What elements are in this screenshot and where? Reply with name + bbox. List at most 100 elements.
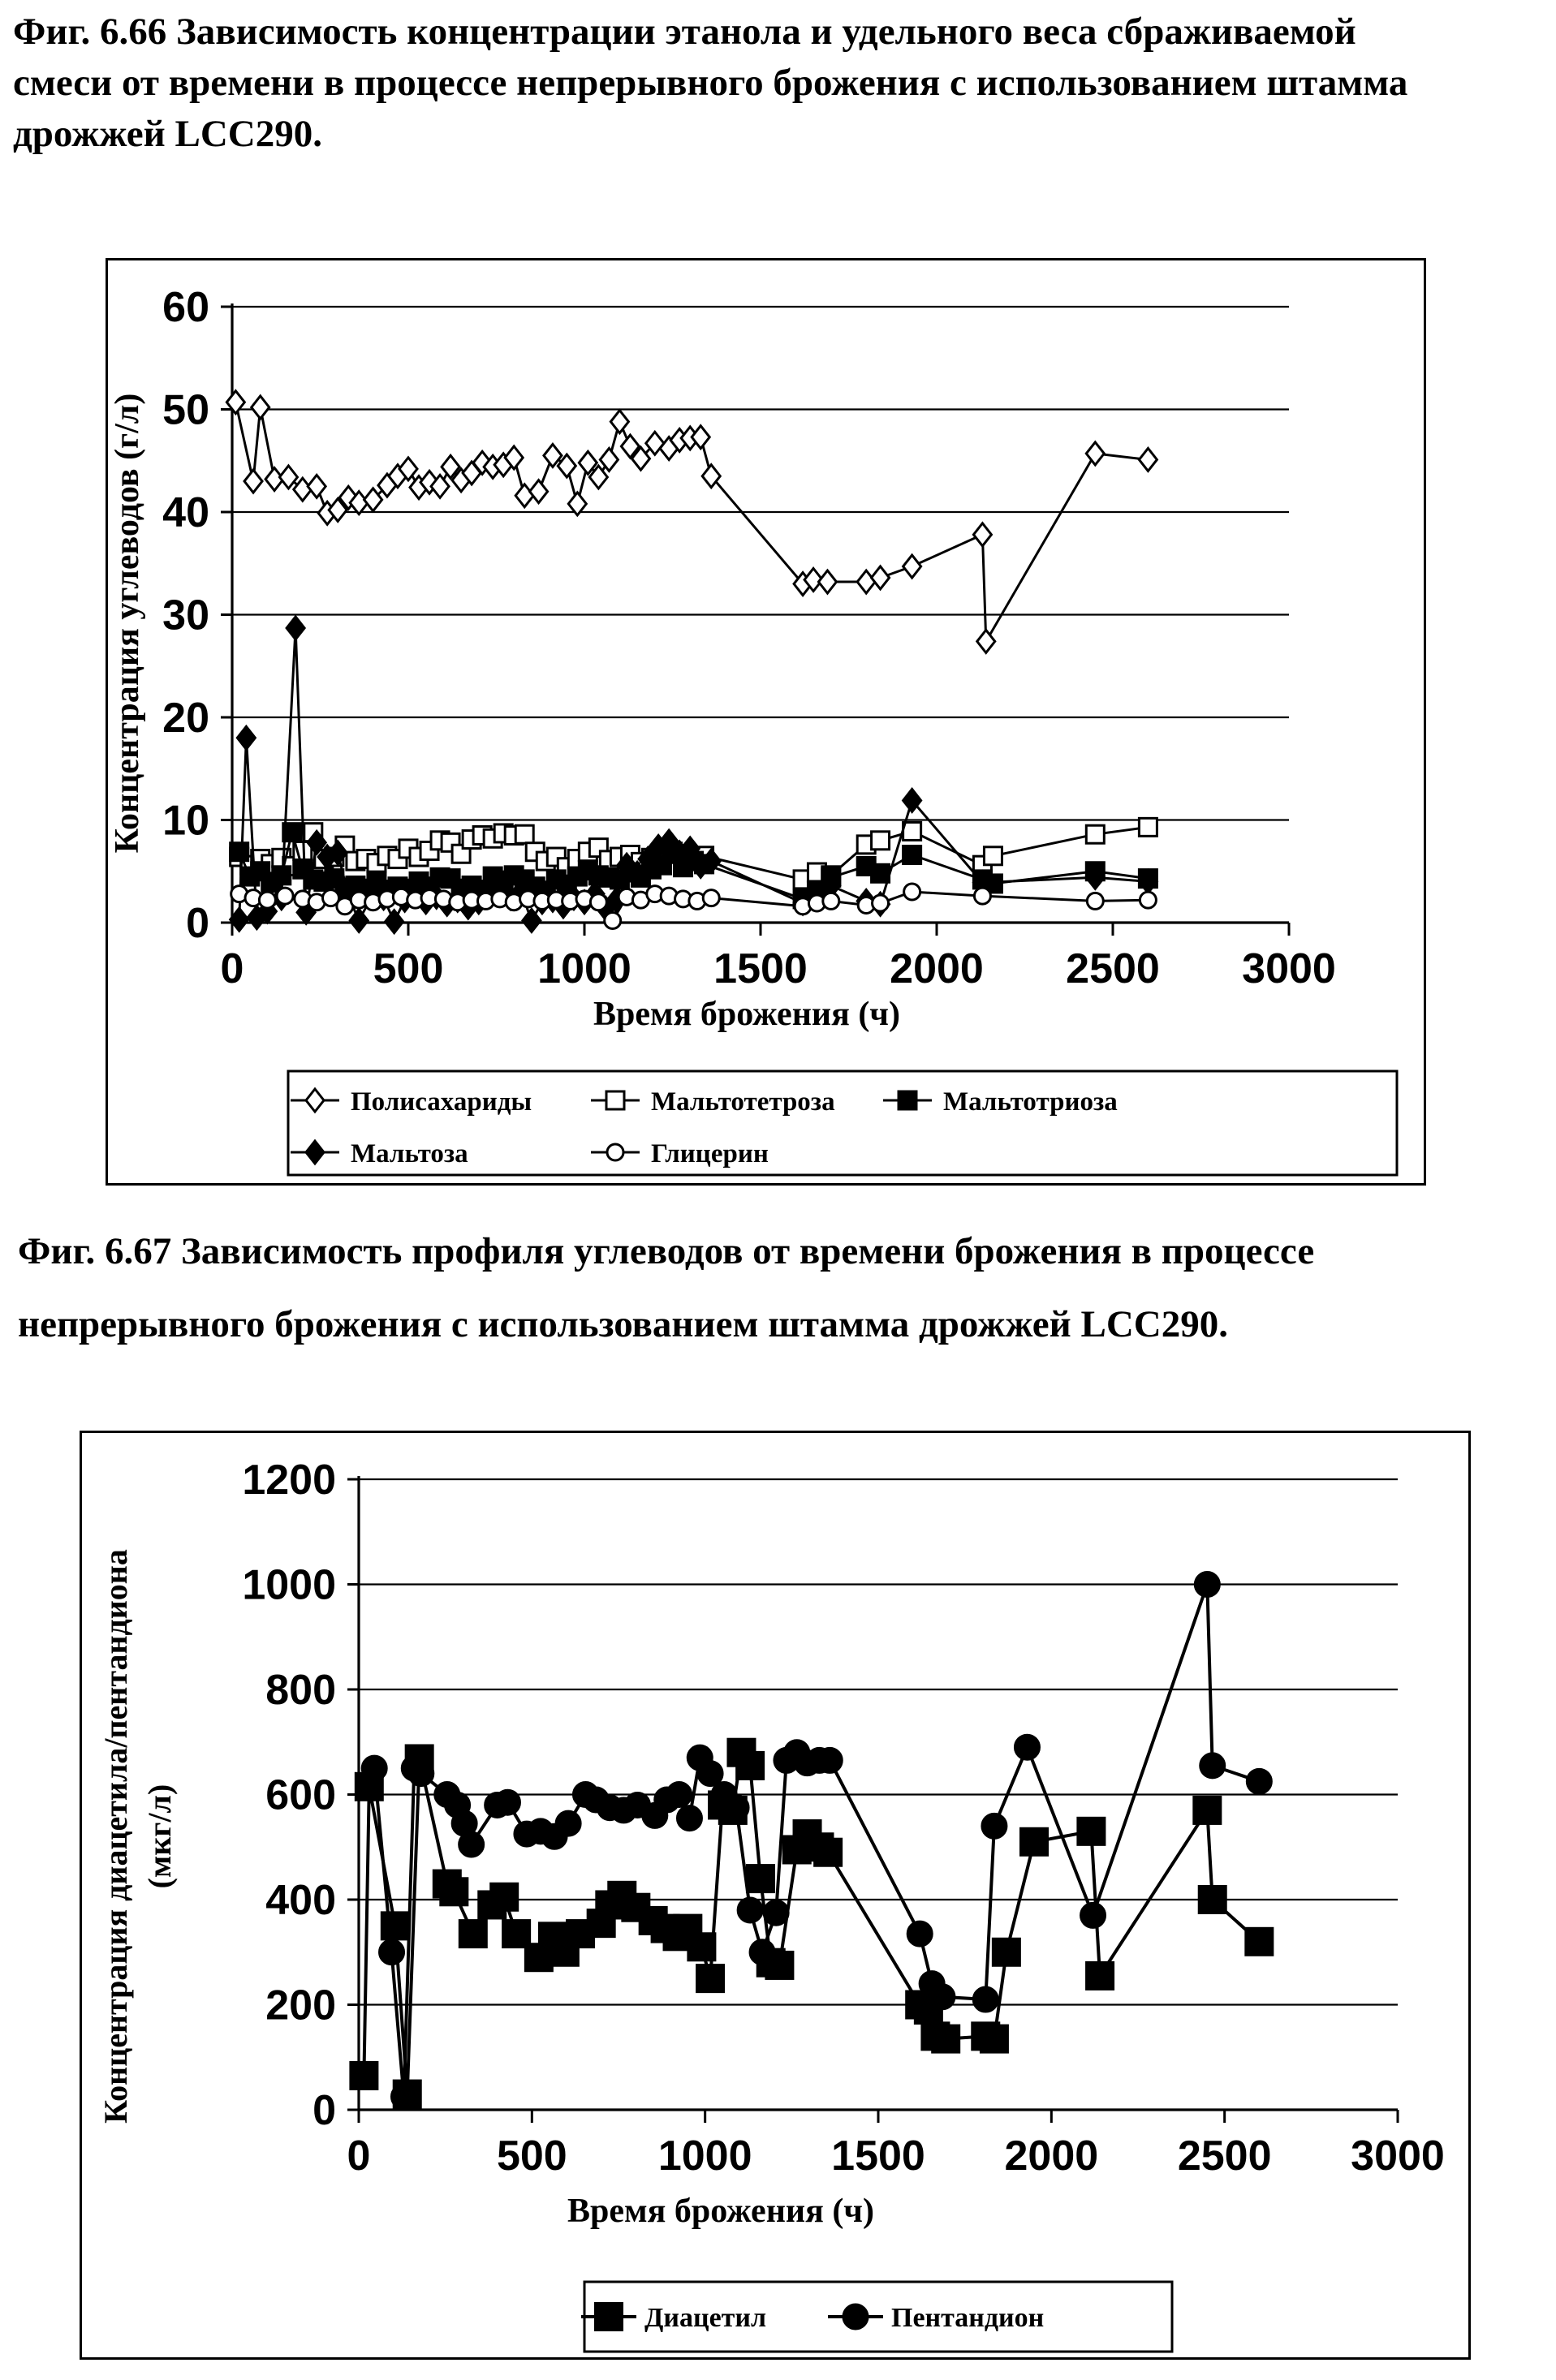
open-diamond-marker xyxy=(362,486,384,514)
legend-item-glycerin: Глицерин xyxy=(591,1139,769,1168)
open-diamond-marker xyxy=(700,463,722,490)
open-diamond-marker xyxy=(1137,446,1159,473)
open-diamond-marker xyxy=(630,445,652,472)
series-glycerin xyxy=(230,882,1157,930)
filled-diamond-marker xyxy=(637,846,659,872)
x-tick-label: 500 xyxy=(497,2133,567,2180)
filled-diamond-marker xyxy=(700,847,722,875)
filled-square-marker xyxy=(897,1090,918,1111)
y-tick-label: 50 xyxy=(162,387,209,434)
x-tick-label: 3000 xyxy=(1351,2133,1445,2180)
open-square-marker xyxy=(982,846,1003,867)
x-tick-label: 500 xyxy=(373,945,444,992)
filled-square-marker xyxy=(931,2024,961,2054)
filled-diamond-marker xyxy=(658,828,680,855)
filled-circle-marker xyxy=(1193,1571,1221,1598)
x-tick-label: 3000 xyxy=(1242,945,1336,992)
filled-diamond-marker xyxy=(383,908,405,936)
legend-item-maltotriose: Мальтотриоза xyxy=(883,1087,1118,1117)
open-diamond-marker xyxy=(429,472,450,500)
series-pentanedione xyxy=(360,1571,1273,2111)
filled-square-marker xyxy=(1076,1816,1106,1846)
y-tick-label: 30 xyxy=(162,592,209,639)
figure-6-66-caption: Фиг. 6.66 Зависимость концентрации этано… xyxy=(13,6,1407,160)
open-diamond-marker xyxy=(619,433,641,460)
filled-circle-marker xyxy=(666,1781,693,1808)
open-diamond-marker xyxy=(869,564,891,592)
open-circle-marker xyxy=(701,889,721,908)
filled-diamond-marker xyxy=(285,614,307,642)
open-circle-marker xyxy=(871,893,890,913)
open-diamond-marker xyxy=(514,482,536,510)
filled-square-marker xyxy=(489,1882,519,1912)
open-diamond-marker xyxy=(542,441,563,469)
chart-frame xyxy=(80,1431,1471,2360)
filled-circle-marker xyxy=(762,1899,790,1926)
filled-square-marker xyxy=(502,1919,532,1949)
open-diamond-marker xyxy=(306,472,328,500)
filled-circle-marker xyxy=(458,1831,485,1858)
open-square-marker xyxy=(870,830,891,851)
x-tick-label: 1000 xyxy=(658,2133,752,2180)
x-tick-label: 1000 xyxy=(537,945,631,992)
legend-label: Пентандион xyxy=(891,2303,1044,2333)
filled-diamond-marker xyxy=(1084,863,1106,891)
open-diamond-marker xyxy=(577,449,599,476)
open-diamond-marker xyxy=(278,463,300,491)
filled-square-marker xyxy=(1192,1795,1222,1825)
open-diamond-marker xyxy=(249,394,271,421)
filled-circle-marker xyxy=(1199,1752,1226,1780)
open-diamond-marker xyxy=(225,389,247,416)
filled-square-marker xyxy=(380,1911,410,1941)
filled-circle-marker xyxy=(390,2083,417,2111)
filled-diamond-marker xyxy=(679,835,701,863)
open-square-marker xyxy=(1137,816,1158,837)
open-diamond-marker xyxy=(556,452,578,480)
open-square-marker xyxy=(1084,824,1106,845)
open-circle-marker xyxy=(903,882,922,902)
open-diamond-marker xyxy=(975,627,997,655)
filled-square-marker xyxy=(870,863,891,884)
filled-square-marker xyxy=(1197,1885,1227,1914)
filled-circle-marker xyxy=(736,1896,764,1924)
legend-item-diacetyl: Диацетил xyxy=(581,2302,766,2333)
open-diamond-marker xyxy=(901,553,923,580)
filled-circle-marker xyxy=(360,1754,388,1782)
legend-label: Мальтотетроза xyxy=(651,1087,835,1117)
filled-square-marker xyxy=(1019,1827,1049,1857)
filled-square-marker xyxy=(282,822,303,843)
filled-square-marker xyxy=(439,1877,469,1907)
y-axis-title: Концентрация углеводов (г/л) xyxy=(109,394,146,854)
legend-label: Диацетил xyxy=(644,2303,766,2333)
y-tick-label: 1000 xyxy=(242,1562,336,1609)
legend: Диацетил Пентандион xyxy=(581,2280,1174,2353)
open-circle-marker xyxy=(1085,891,1105,910)
figure-6-67-caption: Фиг. 6.67 Зависимость профиля углеводов … xyxy=(18,1215,1314,1361)
filled-circle-marker xyxy=(378,1939,406,1966)
caption-line: Фиг. 6.66 Зависимость концентрации этано… xyxy=(13,11,1356,53)
legend-box xyxy=(287,1069,1399,1177)
x-axis-title: Время брожения (ч) xyxy=(593,996,900,1033)
y-tick-label: 20 xyxy=(162,695,209,742)
open-diamond-marker xyxy=(567,490,588,518)
caption-line: смеси от времени в процессе непрерывного… xyxy=(13,62,1408,104)
filled-square-marker xyxy=(991,1937,1021,1967)
filled-circle-marker xyxy=(906,1920,933,1947)
open-diamond-marker xyxy=(803,566,825,593)
open-square-marker xyxy=(605,1090,626,1111)
filled-square-marker xyxy=(229,841,250,863)
legend-item-polysaccharides: Полисахариды xyxy=(291,1087,532,1117)
open-diamond-marker xyxy=(1084,440,1106,467)
chart-carbohydrate-concentration: 0 10 20 30 40 50 60 0 500 1000 1500 2000 2500 3000 Вре… xyxy=(106,258,1426,1186)
filled-circle-marker xyxy=(1245,1767,1273,1795)
filled-diamond-marker xyxy=(228,906,250,933)
x-tick-label: 1500 xyxy=(831,2133,925,2180)
x-axis-title: Время брожения (ч) xyxy=(567,2193,874,2230)
legend-item-pentanedione: Пентандион xyxy=(828,2303,1044,2333)
open-diamond-marker xyxy=(856,568,877,596)
filled-diamond-marker xyxy=(348,907,370,934)
y-tick-label: 40 xyxy=(162,489,209,536)
legend: Полисахариды Мальтотетроза Мальтотриоза Мал… xyxy=(287,1069,1399,1177)
filled-circle-marker xyxy=(1080,1901,1107,1929)
